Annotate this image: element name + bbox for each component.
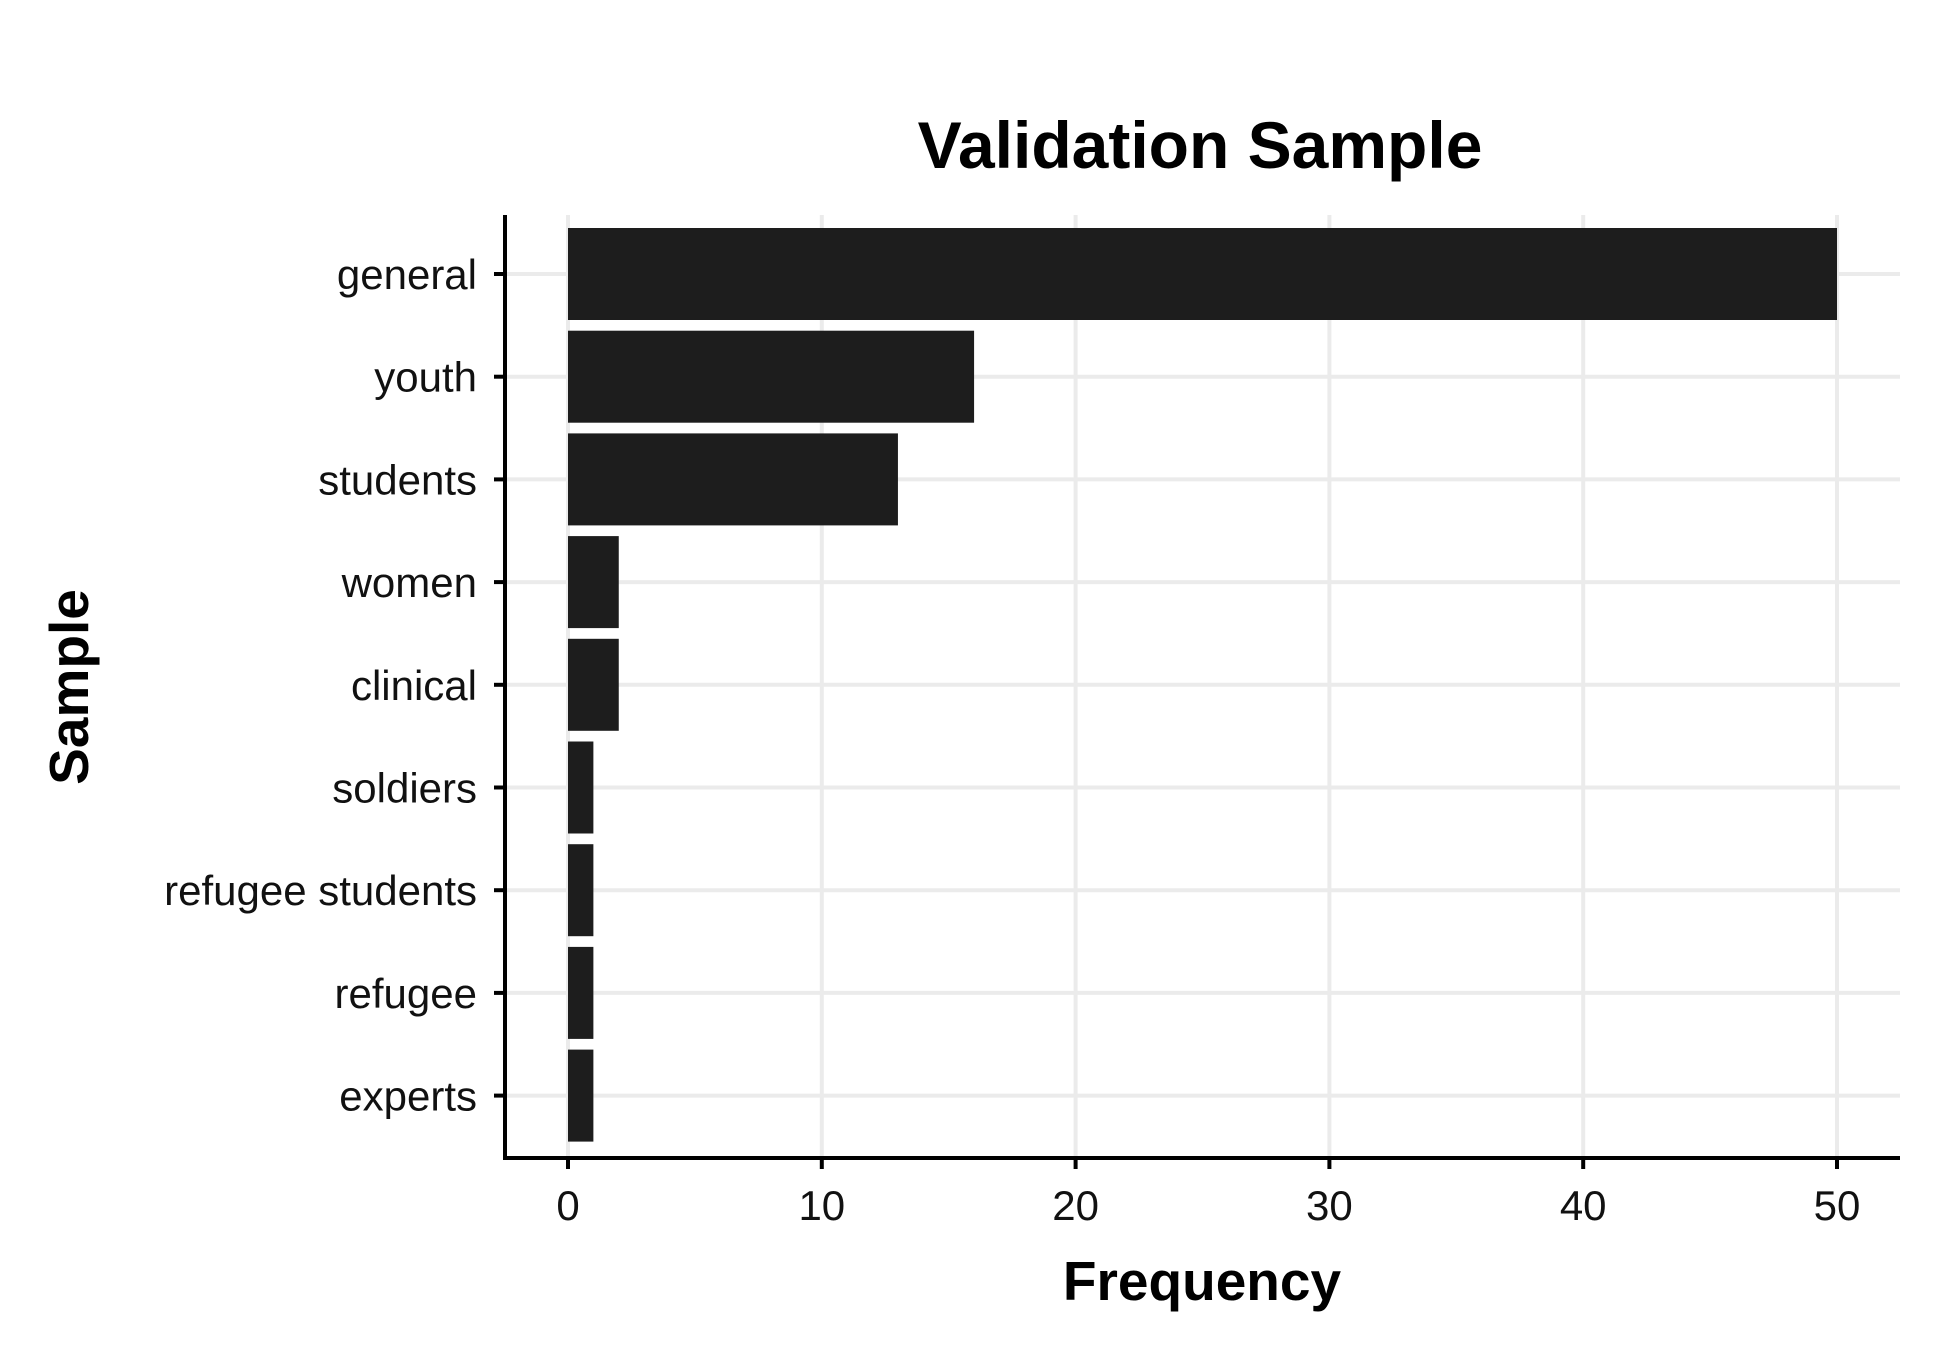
bar-women (568, 536, 619, 629)
x-axis-title: Frequency (1063, 1250, 1342, 1312)
y-tick-label-youth: youth (374, 354, 477, 401)
bar-general (568, 228, 1837, 320)
x-tick-label-10: 10 (798, 1182, 845, 1229)
bars (568, 228, 1837, 1142)
bar-students (568, 433, 898, 526)
y-tick-label-soldiers: soldiers (332, 765, 477, 812)
bar-youth (568, 330, 975, 423)
bar-experts (568, 1049, 594, 1142)
y-tick-label-general: general (337, 251, 477, 298)
bar-soldiers (568, 741, 594, 834)
y-tick-label-students: students (318, 456, 477, 503)
y-axis-ticks: general youth students women clinical soldier… (164, 251, 505, 1120)
y-axis-title: Sample (38, 589, 100, 785)
bar-refugee-students (568, 844, 594, 937)
x-tick-label-30: 30 (1306, 1182, 1353, 1229)
x-tick-label-0: 0 (556, 1182, 579, 1229)
x-axis-ticks: 0 10 20 30 40 50 (556, 1158, 1860, 1229)
y-tick-label-women: women (341, 559, 477, 606)
x-tick-label-50: 50 (1814, 1182, 1861, 1229)
chart-title: Validation Sample (918, 108, 1483, 182)
bar-refugee (568, 946, 594, 1039)
grid (505, 215, 1900, 1158)
y-tick-label-refugee: refugee (335, 970, 477, 1017)
y-tick-label-refugee-students: refugee students (164, 867, 477, 914)
x-tick-label-40: 40 (1560, 1182, 1607, 1229)
bar-clinical (568, 638, 619, 731)
y-tick-label-clinical: clinical (351, 662, 477, 709)
x-tick-label-20: 20 (1052, 1182, 1099, 1229)
y-tick-label-experts: experts (339, 1073, 477, 1120)
